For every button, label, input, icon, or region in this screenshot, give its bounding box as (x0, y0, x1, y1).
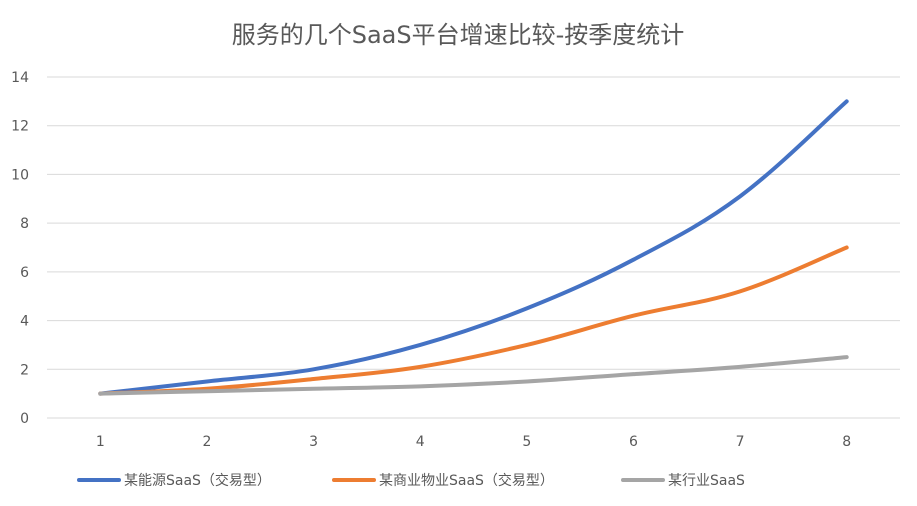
y-tick-label: 8 (20, 216, 29, 232)
x-tick-label: 5 (522, 434, 531, 450)
x-tick-label: 6 (629, 434, 638, 450)
x-axis-tick-labels: 1 2 3 4 5 6 7 8 (96, 434, 851, 450)
legend: 某能源SaaS（交易型） 某商业物业SaaS（交易型） 某行业SaaS (77, 472, 745, 489)
y-tick-label: 4 (20, 314, 29, 330)
y-tick-label: 0 (20, 411, 29, 427)
series-line-3 (98, 355, 849, 396)
x-tick-label: 8 (842, 434, 851, 450)
y-axis-tick-labels: 0 2 4 6 8 10 12 14 (11, 70, 29, 427)
y-tick-label: 6 (20, 265, 29, 281)
y-tick-label: 14 (11, 70, 29, 86)
y-tick-label: 12 (11, 119, 29, 135)
y-tick-label: 10 (11, 167, 29, 183)
x-tick-label: 3 (309, 434, 318, 450)
x-tick-label: 1 (96, 434, 105, 450)
chart-title: 服务的几个SaaS平台增速比较-按季度统计 (232, 21, 685, 49)
legend-label: 某行业SaaS (668, 473, 745, 489)
series-lines (98, 99, 849, 396)
series-line-2 (98, 245, 849, 396)
x-tick-label: 2 (202, 434, 211, 450)
series-line-1 (98, 99, 849, 396)
legend-label: 某能源SaaS（交易型） (124, 472, 271, 489)
gridlines (47, 76, 900, 419)
x-tick-label: 4 (416, 434, 425, 450)
y-tick-label: 2 (20, 362, 29, 378)
x-tick-label: 7 (736, 434, 745, 450)
legend-label: 某商业物业SaaS（交易型） (379, 472, 554, 489)
